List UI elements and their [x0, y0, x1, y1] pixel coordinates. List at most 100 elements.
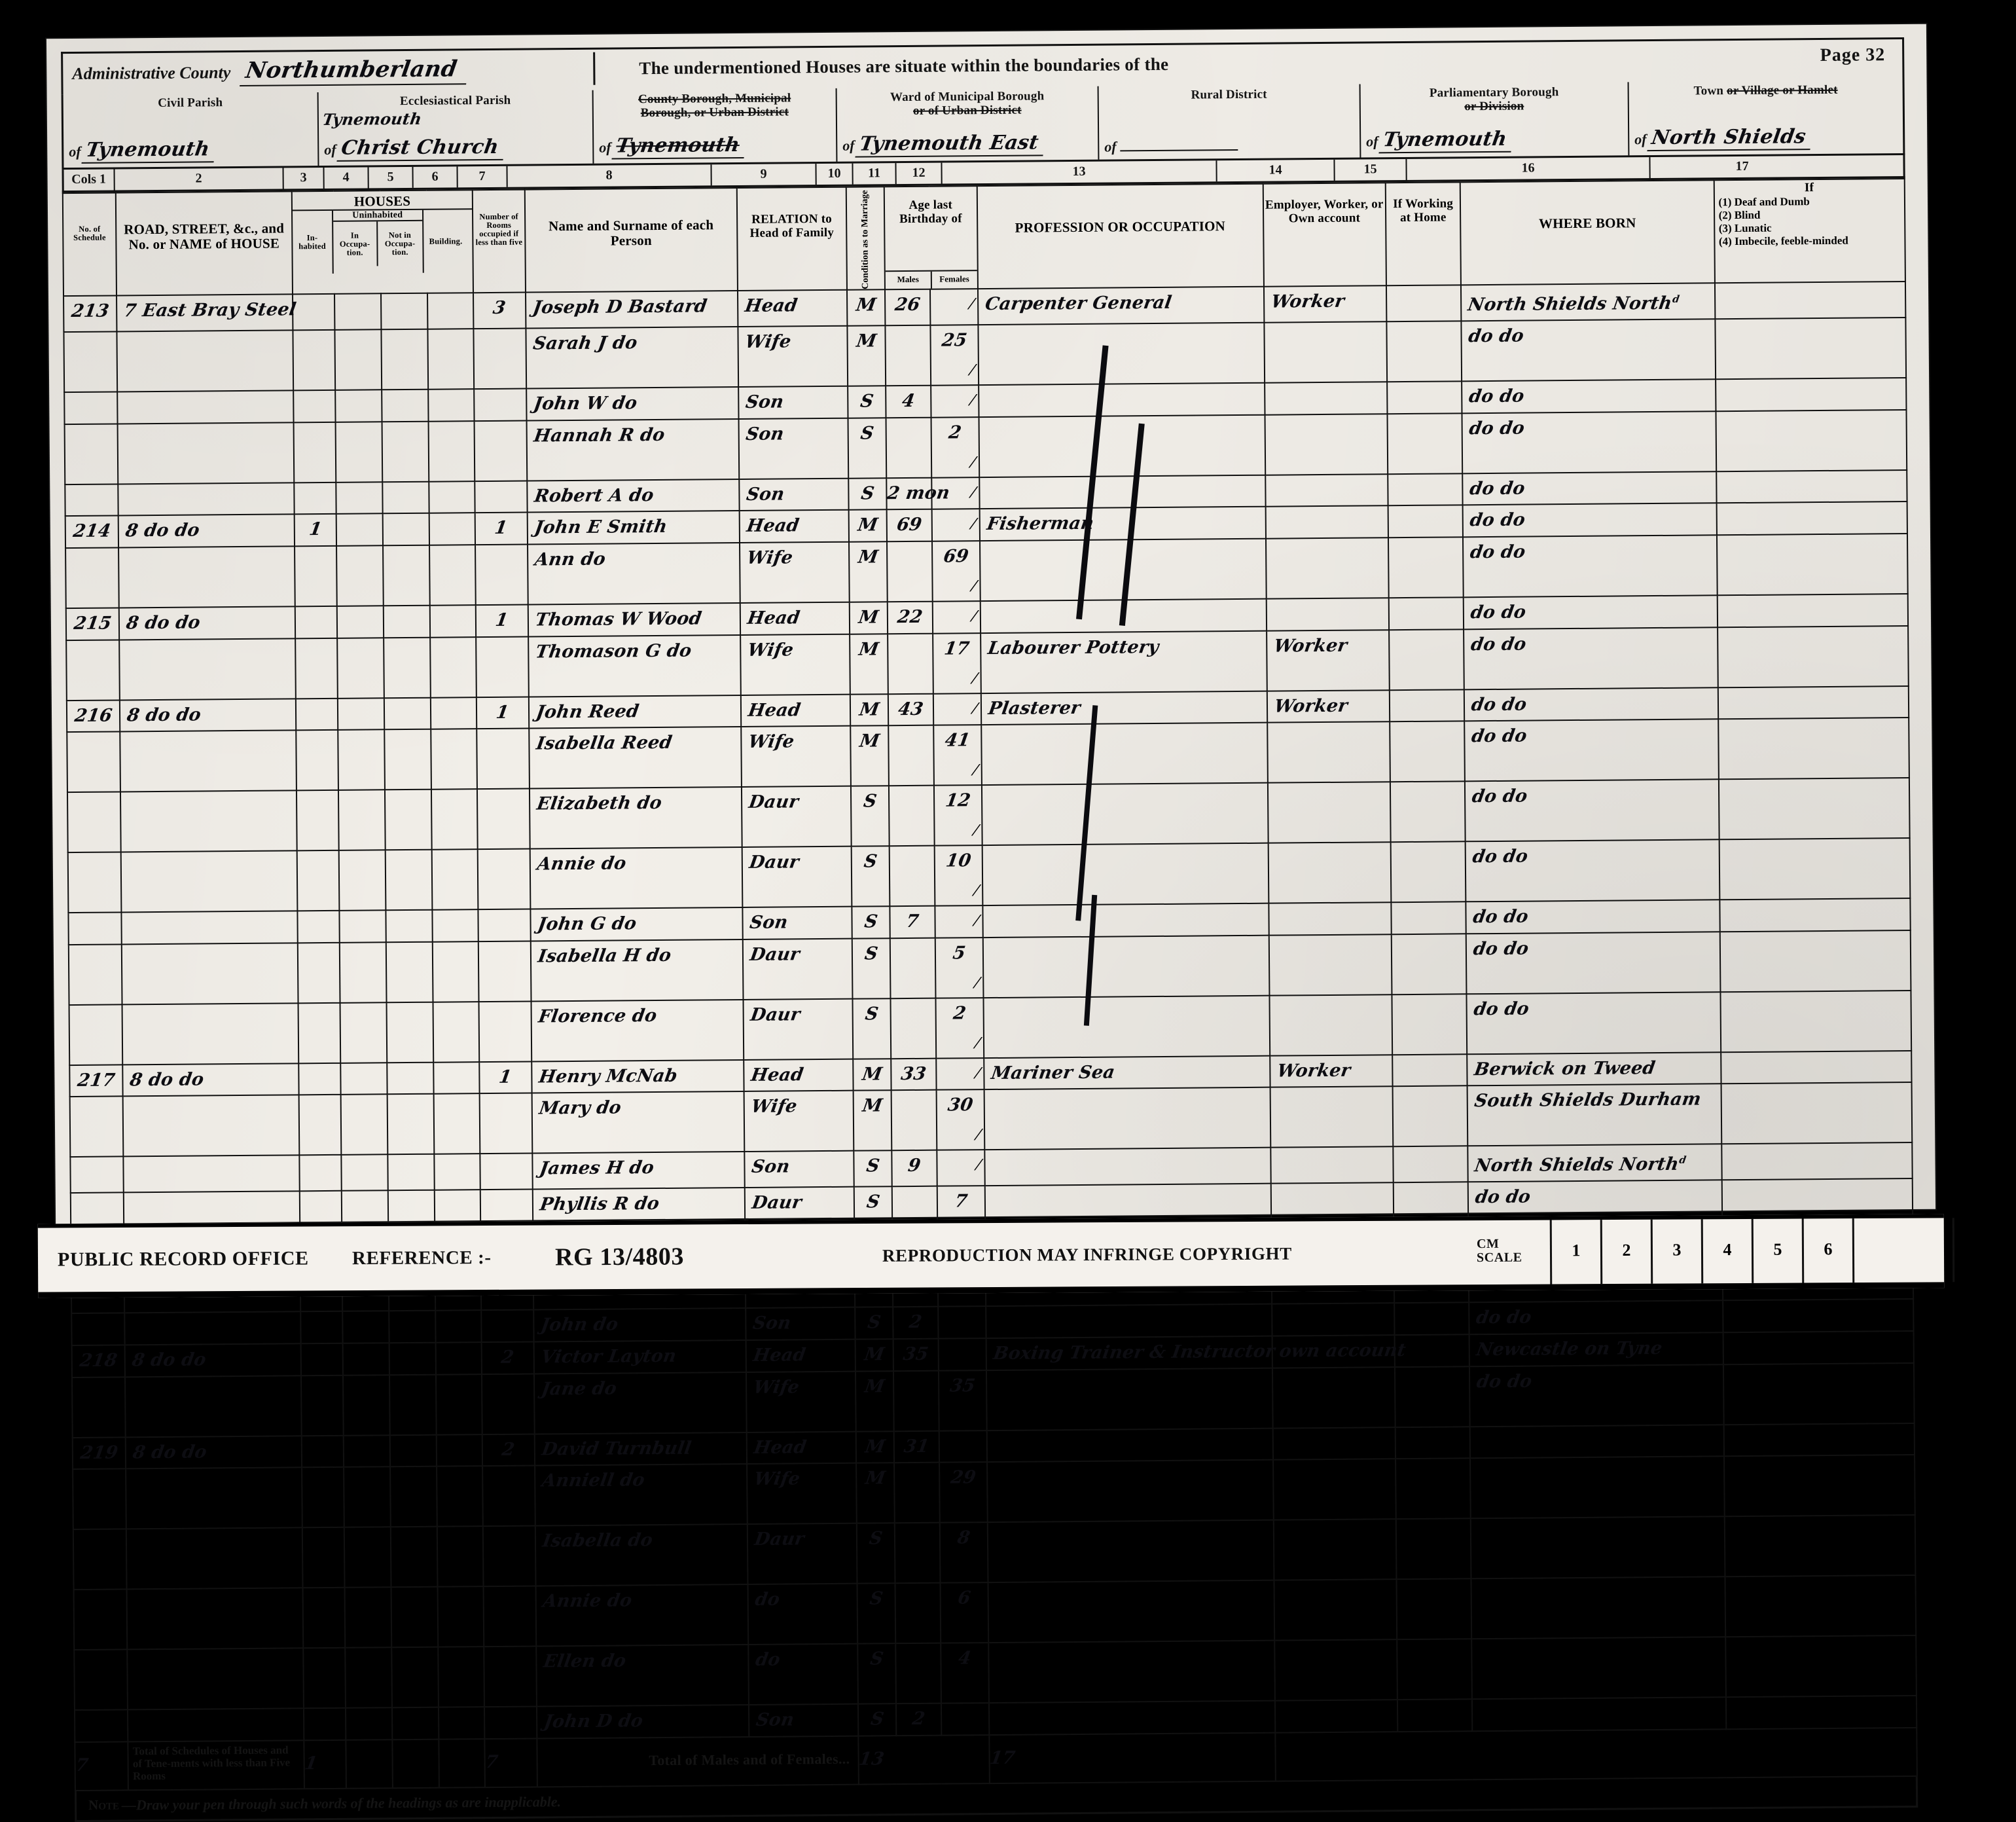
cell-profession: Plasterer [981, 691, 1267, 725]
cell-relation: Head [739, 510, 849, 543]
cell-in-occupation [335, 422, 383, 483]
ecclesiastical-parish-value: Christ Church [336, 135, 507, 162]
cell-rooms [475, 420, 527, 482]
cell-schedule [69, 1004, 123, 1065]
cell-name: Mary do [531, 1091, 745, 1154]
rural-district-blank [1120, 136, 1238, 152]
town-village-struck: or Village or Hamlet [1727, 82, 1838, 98]
cell-road [117, 422, 294, 484]
cell-profession: Carpenter General [977, 286, 1265, 325]
pro-footer: PUBLIC RECORD OFFICE REFERENCE :- RG 13/… [37, 1214, 1955, 1298]
cell-building [437, 1526, 484, 1587]
cell-condition: M [852, 1059, 891, 1091]
cell-infirmity [1718, 778, 1910, 840]
cell-building [433, 1001, 480, 1063]
cell-rooms [478, 941, 531, 1002]
cell-age-males: 7 [890, 905, 935, 939]
cell-age-females: 29/ [939, 1462, 988, 1523]
cell-working-home [1390, 841, 1466, 903]
cell-working-home [1388, 473, 1463, 506]
cell-building [431, 789, 478, 850]
cell-building [438, 1707, 485, 1740]
cell-condition: M [850, 693, 889, 726]
cell-condition: M [846, 289, 886, 326]
cell-in-occupation [338, 697, 385, 731]
cell-building [435, 1374, 483, 1435]
cell-not-in-occupation [381, 329, 428, 390]
cell-schedule [73, 1589, 128, 1650]
cell-employer [1265, 505, 1388, 539]
cell-road: 8 do do [120, 698, 296, 732]
cell-infirmity [1718, 718, 1909, 780]
census-sheet: Administrative County Northumberland The… [46, 24, 1936, 1822]
cell-rooms: 2 [482, 1434, 535, 1467]
cell-condition: S [848, 478, 887, 511]
cell-relation: Head [740, 602, 850, 635]
cell-employer: Worker [1263, 285, 1387, 323]
cell-profession [978, 382, 1265, 417]
cell-working-home [1395, 1518, 1471, 1580]
cell-age-males [895, 1643, 941, 1704]
th-age-split: Males Females [885, 270, 977, 289]
census-page: Administrative County Northumberland The… [0, 0, 2016, 1322]
undermentioned-text: The undermentioned Houses are situate wi… [639, 54, 1169, 79]
cell-employer [1271, 1303, 1395, 1336]
cell-in-occupation [346, 1707, 393, 1740]
cell-not-in-occupation [387, 1154, 435, 1191]
cell-name: John Reed [528, 695, 742, 729]
cell-relation: Head [741, 694, 850, 727]
cell-profession [984, 1148, 1271, 1186]
cell-building [435, 1342, 482, 1375]
cell-where-born: do do [1462, 379, 1716, 414]
footer-scale-label: SCALE [1476, 1250, 1522, 1266]
cell-age-females: / [935, 905, 983, 938]
cell-inhabited [300, 1311, 343, 1344]
cell-age-males: 4 [886, 385, 931, 418]
cell-age-males [894, 1522, 941, 1584]
cell-not-in-occupation [383, 605, 430, 638]
th-infirmity-3: (3) Lunatic [1718, 221, 1772, 235]
cell-inhabited [293, 390, 336, 423]
cell-working-home [1387, 413, 1463, 475]
cell-name: Jane do [533, 1372, 747, 1434]
cell-profession [986, 1368, 1273, 1430]
cell-in-occupation [339, 942, 387, 1003]
cell-inhabited [300, 1375, 344, 1436]
cell-rooms: 1 [476, 604, 528, 637]
cell-building [433, 1061, 480, 1095]
cell-in-occupation [342, 1343, 389, 1376]
cell-inhabited [293, 482, 336, 515]
cell-building [428, 421, 475, 482]
th-infirmity: If (1) Deaf and Dumb (2) Blind (3) Lunat… [1714, 179, 1905, 283]
cell-relation: Head [738, 289, 848, 327]
cell-age-males [895, 1582, 941, 1644]
cell-rooms: 1 [479, 1061, 532, 1094]
place-header-town-village: Town or Village or Hamlet of North Shield… [1629, 80, 1903, 155]
cell-inhabited [294, 545, 337, 607]
cell-road: 8 do do [124, 1343, 301, 1377]
cell-condition: M [850, 725, 889, 786]
cell-age-females: / [930, 385, 979, 418]
cell-working-home [1395, 1426, 1471, 1459]
cell-where-born: do do [1466, 992, 1721, 1055]
cell-condition: S [856, 1523, 895, 1584]
cell-employer [1274, 1639, 1397, 1701]
cell-in-occupation [336, 545, 384, 606]
cell-age-females: / [941, 1703, 990, 1736]
cell-name: Sarah J do [525, 327, 739, 389]
cell-name: Isabella do [535, 1524, 748, 1586]
cell-infirmity [1722, 1299, 1914, 1333]
cell-building [436, 1434, 483, 1467]
cell-working-home [1395, 1458, 1471, 1520]
cell-road [120, 730, 297, 792]
cell-rooms [483, 1525, 536, 1587]
note-prefix: Note [88, 1796, 120, 1813]
cell-working-home [1386, 285, 1462, 322]
cell-age-males [889, 845, 935, 907]
cell-inhabited [295, 730, 339, 791]
cell-condition: M [855, 1463, 895, 1523]
place-headers-row: Civil Parish of Tynemouth Ecclesiastical … [61, 80, 1905, 170]
cell-profession [984, 1087, 1270, 1150]
cell-profession [988, 1580, 1274, 1643]
